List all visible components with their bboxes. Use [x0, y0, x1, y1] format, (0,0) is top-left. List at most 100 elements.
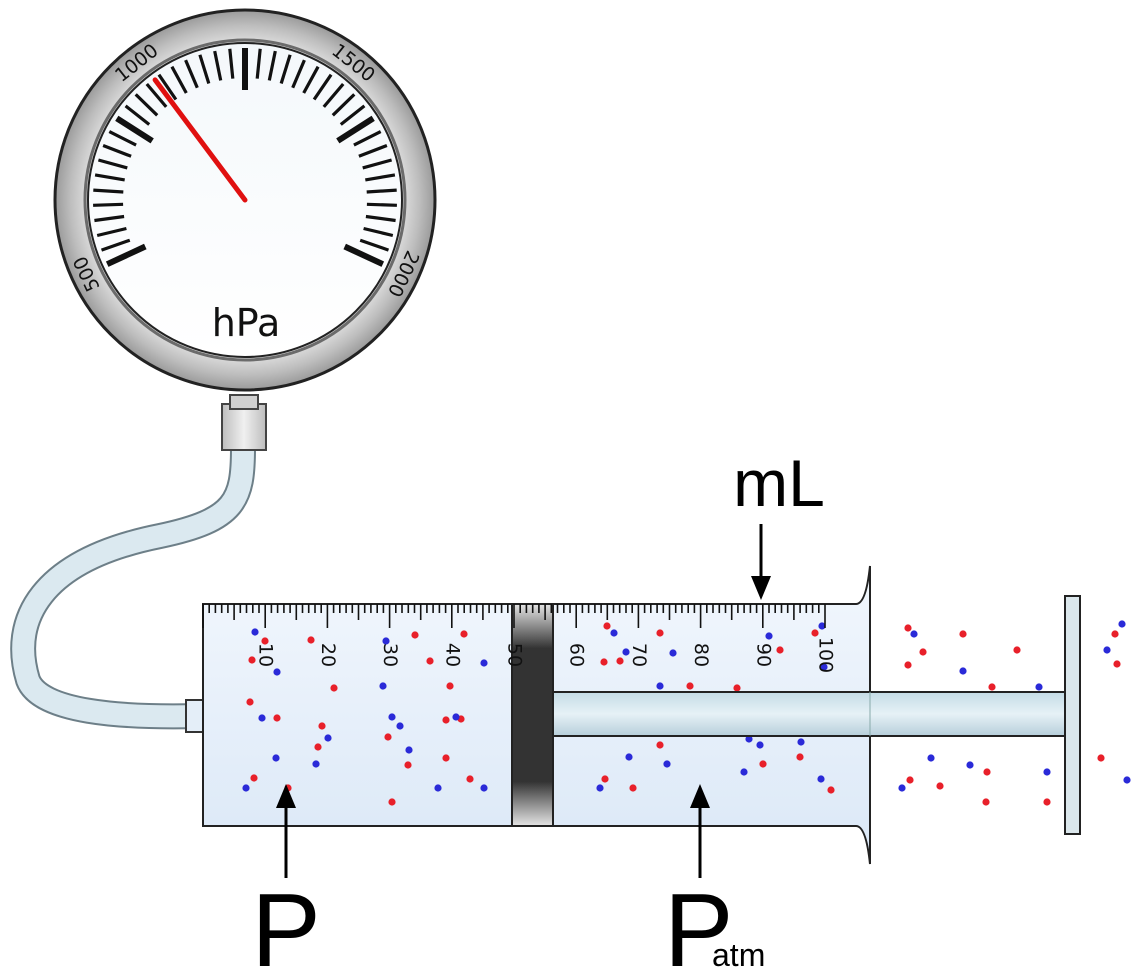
gauge-needle: [152, 77, 248, 203]
blue-molecule: [1123, 776, 1131, 784]
gauge-major-tick: [336, 115, 375, 144]
red-molecule: [411, 631, 419, 639]
patm-arrow: [690, 784, 710, 878]
blue-molecule: [610, 629, 618, 637]
red-molecule: [601, 775, 609, 783]
blue-molecule: [324, 734, 332, 742]
gauge-minor-tick: [93, 202, 124, 207]
ml-arrow: [751, 524, 771, 600]
blue-molecule: [740, 768, 748, 776]
gauge-minor-tick: [279, 54, 292, 84]
syringe-scale-label-100: 100: [815, 637, 837, 673]
gauge-minor-tick: [170, 65, 188, 94]
blue-molecule: [396, 722, 404, 730]
red-molecule: [1111, 630, 1119, 638]
red-molecule: [466, 775, 474, 783]
gauge-minor-tick: [102, 144, 132, 158]
red-molecule: [982, 798, 990, 806]
syringe-scale-label-80: 80: [690, 643, 712, 667]
blue-molecule: [817, 775, 825, 783]
blue-molecule: [258, 714, 266, 722]
red-molecule: [426, 657, 434, 665]
syringe-nozzle: [185, 699, 205, 733]
gauge-minor-tick: [312, 73, 333, 101]
gauge-bezel-inner-ring: [83, 38, 407, 362]
inside-pressure-label: P: [251, 873, 320, 972]
gauge-major-tick: [115, 115, 154, 144]
red-molecule: [616, 657, 624, 665]
blue-molecule: [596, 784, 604, 792]
blue-molecule: [382, 637, 390, 645]
blue-molecule: [480, 659, 488, 667]
red-molecule: [656, 629, 664, 637]
gauge-minor-tick: [228, 48, 235, 79]
syringe-scale-label-70: 70: [628, 643, 650, 667]
blue-molecule: [312, 760, 320, 768]
blue-molecule: [756, 741, 764, 749]
red-molecule: [314, 743, 322, 751]
blue-molecule: [820, 663, 828, 671]
red-molecule: [460, 630, 468, 638]
red-molecule: [261, 637, 269, 645]
gauge-minor-tick: [366, 202, 397, 207]
blue-molecule: [765, 632, 773, 640]
syringe-scale-label-10: 10: [255, 643, 277, 667]
gauge-unit-label: hPa: [212, 301, 281, 345]
blue-molecule: [480, 784, 488, 792]
gauge-minor-tick: [93, 188, 124, 194]
red-molecule: [776, 646, 784, 654]
gauge-minor-tick: [359, 238, 390, 252]
blue-molecule: [656, 682, 664, 690]
red-molecule: [906, 776, 914, 784]
red-molecule: [656, 741, 664, 749]
connecting-tube: [10, 447, 256, 730]
syringe: 10 20 30 40 50 60 70 80 90 100: [185, 565, 1131, 865]
red-molecule: [686, 682, 694, 690]
blue-molecule: [272, 754, 280, 762]
blue-molecule: [818, 622, 826, 630]
blue-molecule: [1118, 620, 1126, 628]
gauge-minor-tick: [366, 188, 397, 194]
plunger-thumb-plate: [1064, 595, 1081, 835]
gauge-minor-tick: [198, 54, 211, 84]
gauge-minor-tick: [322, 82, 345, 108]
outside-air-molecules: [898, 620, 1131, 806]
gauge-minor-tick: [94, 214, 125, 223]
blue-molecule: [405, 746, 413, 754]
gauge-minor-tick: [339, 104, 366, 126]
red-molecule: [988, 683, 996, 691]
gauge-minor-tick: [145, 82, 168, 108]
red-molecule: [936, 782, 944, 790]
gauge-minor-tick: [94, 173, 125, 182]
red-molecule: [1013, 646, 1021, 654]
syringe-volume-scale: [202, 604, 826, 628]
blue-molecule: [966, 761, 974, 769]
gauge-neck: [221, 403, 267, 451]
red-molecule: [1043, 798, 1051, 806]
blue-molecule: [622, 648, 630, 656]
outside-pressure-subscript: atm: [712, 937, 765, 972]
blue-molecule: [1035, 683, 1043, 691]
red-molecule: [307, 636, 315, 644]
red-molecule: [384, 733, 392, 741]
red-molecule: [442, 754, 450, 762]
blue-molecule: [625, 753, 633, 761]
gauge-neck-collar: [229, 394, 259, 410]
syringe-scale-label-60: 60: [566, 643, 588, 667]
red-molecule: [388, 798, 396, 806]
syringe-scale-label-40: 40: [441, 643, 463, 667]
red-molecule: [273, 714, 281, 722]
gauge-minor-tick: [213, 50, 223, 81]
blue-molecule: [379, 682, 387, 690]
gauge-minor-tick: [331, 93, 356, 117]
syringe-scale-labels: 10 20 30 40 50 60 70 80 90 100: [255, 637, 837, 673]
plunger-rod: [552, 691, 1068, 737]
blue-molecule: [663, 760, 671, 768]
red-molecule: [318, 722, 326, 730]
blue-molecule: [927, 754, 935, 762]
piston: [511, 603, 554, 827]
blue-molecule: [434, 784, 442, 792]
gauge-minor-tick: [97, 158, 128, 170]
p-arrow: [276, 784, 296, 878]
